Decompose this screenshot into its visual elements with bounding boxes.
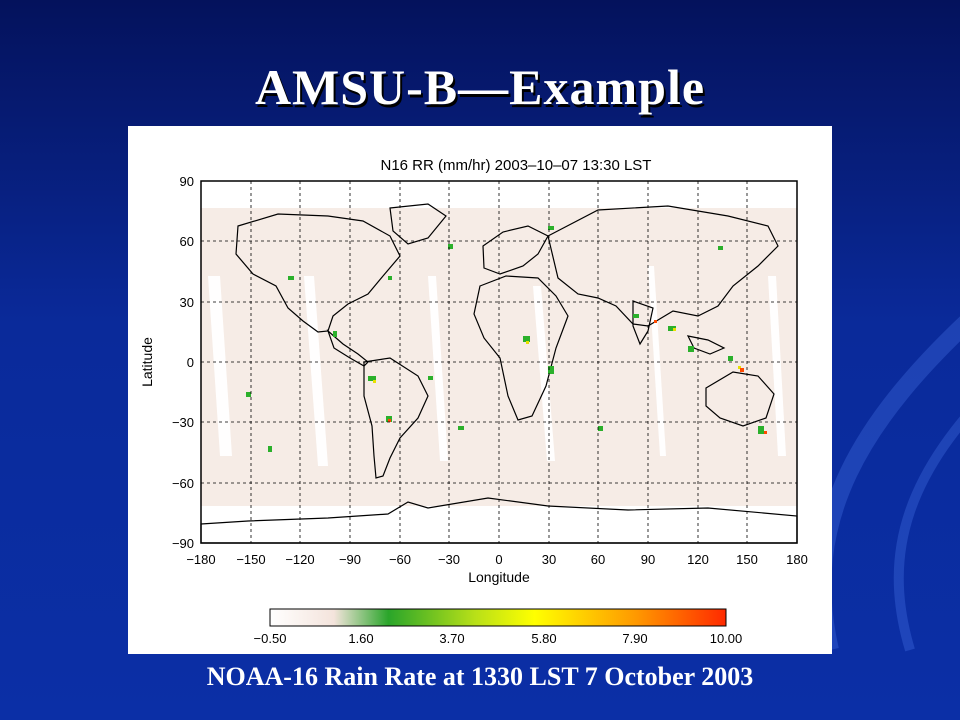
x-tick: −30 xyxy=(438,552,460,567)
colorbar-tick: 3.70 xyxy=(439,631,464,646)
slide-title: AMSU-B—Example xyxy=(254,59,706,115)
x-axis-ticks: −180 −150 −120 −90 −60 −30 0 30 60 90 12… xyxy=(186,552,808,567)
colorbar xyxy=(269,608,727,627)
x-tick: −60 xyxy=(389,552,411,567)
y-tick: 30 xyxy=(180,295,194,310)
rain-rate-map-figure: N16 RR (mm/hr) 2003–10–07 13:30 LST xyxy=(128,126,832,654)
x-tick: 90 xyxy=(641,552,655,567)
rain-rate-map: N16 RR (mm/hr) 2003–10–07 13:30 LST xyxy=(139,157,808,646)
colorbar-tick: 7.90 xyxy=(622,631,647,646)
x-tick: 60 xyxy=(591,552,605,567)
swath-gaps xyxy=(208,266,786,466)
colorbar-tick: 10.00 xyxy=(710,631,743,646)
x-tick: −150 xyxy=(236,552,265,567)
x-axis-label: Longitude xyxy=(468,569,530,585)
y-tick: −30 xyxy=(172,415,194,430)
x-tick: 150 xyxy=(736,552,758,567)
figure-caption: NOAA-16 Rain Rate at 1330 LST 7 October … xyxy=(206,662,754,691)
y-tick: 90 xyxy=(180,174,194,189)
y-tick: −60 xyxy=(172,476,194,491)
grid-lines xyxy=(201,181,797,543)
x-tick: −120 xyxy=(285,552,314,567)
x-tick: 0 xyxy=(495,552,502,567)
colorbar-tick: 5.80 xyxy=(531,631,556,646)
y-axis-label: Latitude xyxy=(139,337,155,387)
colorbar-tick: −0.50 xyxy=(254,631,287,646)
y-axis-ticks: 90 60 30 0 −30 −60 −90 xyxy=(172,174,194,551)
y-tick: 0 xyxy=(187,355,194,370)
map-title: N16 RR (mm/hr) 2003–10–07 13:30 LST xyxy=(381,157,652,174)
x-tick: 180 xyxy=(786,552,808,567)
plot-frame xyxy=(200,180,798,544)
colorbar-tick: 1.60 xyxy=(348,631,373,646)
y-tick: −90 xyxy=(172,536,194,551)
x-tick: 120 xyxy=(687,552,709,567)
colorbar-ticks: −0.50 1.60 3.70 5.80 7.90 10.00 xyxy=(254,631,743,646)
rain-cells xyxy=(246,226,767,452)
y-tick: 60 xyxy=(180,234,194,249)
x-tick: 30 xyxy=(542,552,556,567)
x-tick: −90 xyxy=(339,552,361,567)
x-tick: −180 xyxy=(186,552,215,567)
